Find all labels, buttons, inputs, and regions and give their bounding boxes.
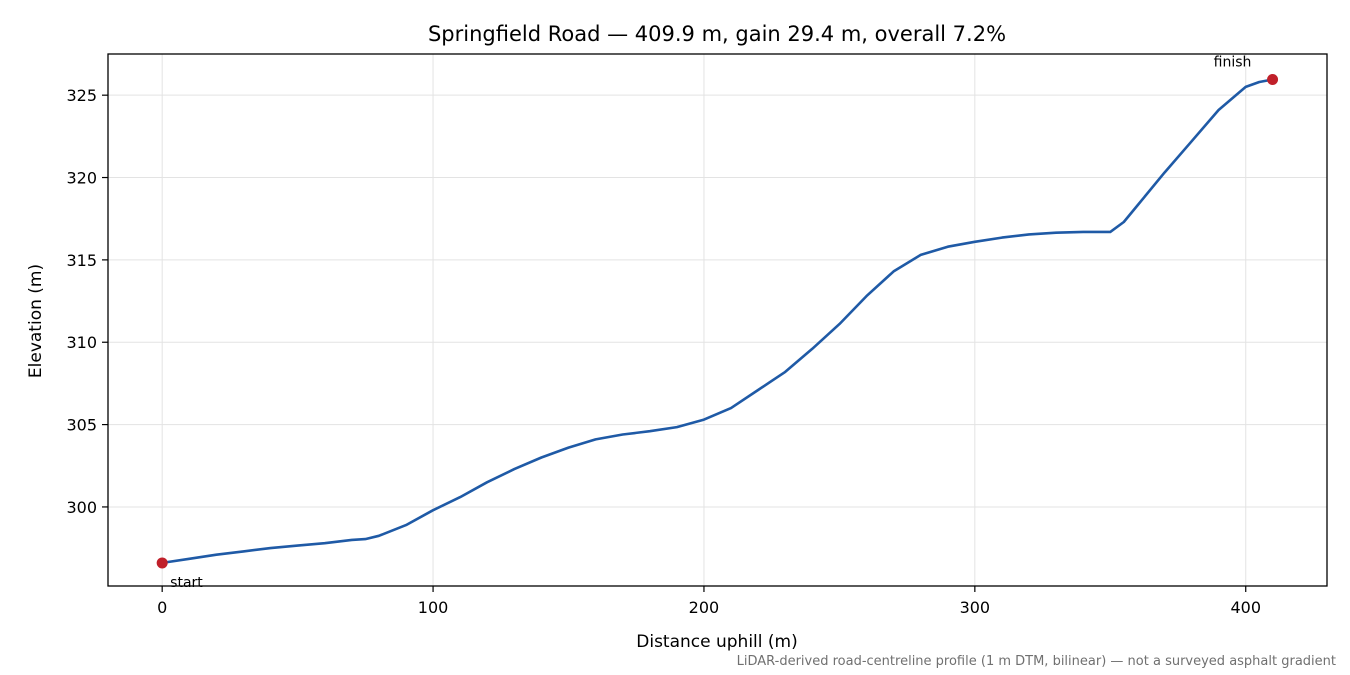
- plot-frame: [107, 53, 1328, 587]
- y-axis-label: Elevation (m): [26, 264, 46, 378]
- finish-marker: [1267, 74, 1279, 86]
- x-tick-label: 400: [1230, 598, 1261, 617]
- grid-lines: [108, 54, 1327, 586]
- x-tick-label: 300: [960, 598, 991, 617]
- y-tick-label: 310: [66, 333, 97, 352]
- x-axis-label: Distance uphill (m): [636, 632, 797, 652]
- x-tick-label: 100: [418, 598, 449, 617]
- x-tick-label: 200: [689, 598, 720, 617]
- series-layer: [160, 78, 1274, 565]
- y-tick-label: 300: [66, 498, 97, 517]
- chart-title: Springfield Road — 409.9 m, gain 29.4 m,…: [428, 22, 1006, 46]
- elevation-profile-line: [160, 78, 1274, 565]
- finish-label: finish: [1214, 55, 1252, 71]
- start-marker: [156, 557, 168, 569]
- y-tick-label: 305: [66, 416, 97, 435]
- y-tick-label: 325: [66, 86, 97, 105]
- footnote: LiDAR-derived road-centreline profile (1…: [737, 654, 1336, 669]
- x-tick-label: 0: [157, 598, 167, 617]
- start-label: start: [170, 575, 203, 591]
- y-tick-label: 315: [66, 251, 97, 270]
- marker-layer: start finish: [156, 55, 1279, 591]
- x-axis-ticks: 0 100 200 300 400: [157, 586, 1261, 617]
- y-axis-ticks: 300 305 310 315 320 325: [66, 86, 108, 517]
- y-tick-label: 320: [66, 169, 97, 188]
